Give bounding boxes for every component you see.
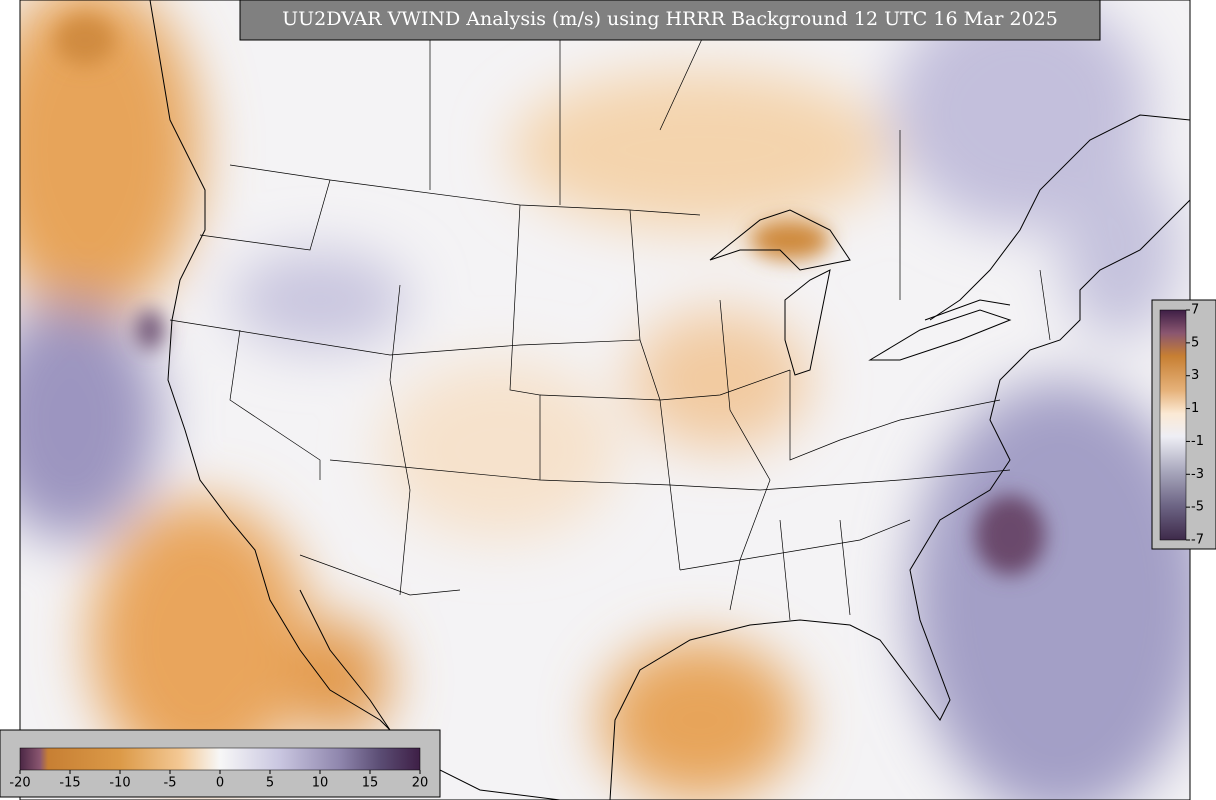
colorbar-tick-label: -1: [1191, 434, 1204, 449]
colorbar-tick-label: 5: [1191, 335, 1199, 350]
colorbar-tick-label: -7: [1191, 533, 1204, 548]
colorbar-tick-label: -5: [1191, 500, 1204, 515]
title: UU2DVAR VWIND Analysis (m/s) using HRRR …: [282, 8, 1058, 30]
colorbar-tick-label: -20: [9, 776, 30, 791]
colorbar-tick-label: 15: [362, 776, 379, 791]
colorbar-tick-label: 3: [1191, 368, 1199, 383]
colorbar-tick-label: 20: [412, 776, 429, 791]
colorbar-tick-label: -10: [109, 776, 130, 791]
coastlines: [149, 0, 1190, 800]
colorbar: [1159, 309, 1187, 541]
colorbar: [19, 747, 421, 771]
colorbar-tick-label: -5: [164, 776, 177, 791]
state-borders: [169, 0, 1051, 621]
colorbar-tick-label: 5: [266, 776, 274, 791]
horizontal-colorbar: -20 -15 -10 -5 0 5 10 15 20: [0, 729, 441, 798]
title-background: [239, 0, 1101, 41]
colorbar-tick-label: 10: [312, 776, 329, 791]
colorbar-tick-label: -3: [1191, 467, 1204, 482]
colorbar-tick-label: -15: [59, 776, 80, 791]
colorbar-tick-label: 0: [216, 776, 224, 791]
colorbar-tick-label: 1: [1191, 401, 1199, 416]
colorbar-tick-label: 7: [1191, 303, 1199, 318]
title-box: UU2DVAR VWIND Analysis (m/s) using HRRR …: [239, 0, 1101, 41]
vertical-colorbar: 7 5 3 1 -1 -3 -5 -7: [1151, 299, 1216, 550]
